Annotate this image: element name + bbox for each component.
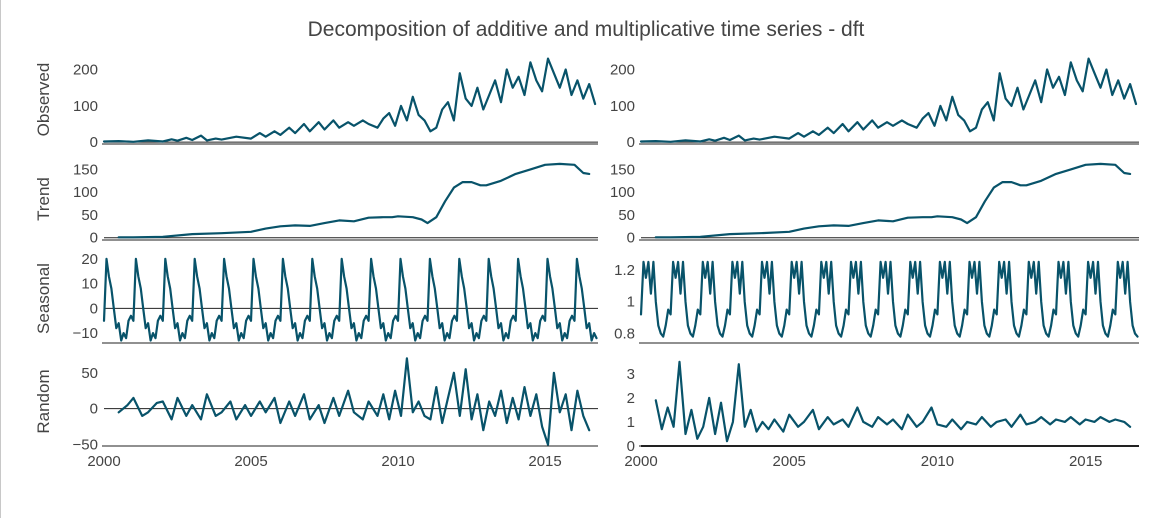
y-axis-label: Trend xyxy=(34,177,53,221)
y-tick-label: 1 xyxy=(627,414,635,431)
series-line-trend xyxy=(117,162,591,239)
y-tick-label: −10 xyxy=(73,325,98,342)
series-line-random xyxy=(654,360,1132,443)
y-tick-label: −50 xyxy=(73,437,98,454)
y-tick-label: 3 xyxy=(627,366,635,383)
series-line-trend xyxy=(654,162,1132,239)
y-axis-label: Seasonal xyxy=(34,263,53,334)
panel-additive-trend: 0 50 100 150 Trend xyxy=(34,161,598,247)
y-tick-label: 100 xyxy=(610,98,635,115)
panel-multiplicative-random: 0 1 2 3 2000 2005 2010 2015 xyxy=(624,360,1139,470)
chart-title: Decomposition of additive and multiplica… xyxy=(308,18,865,41)
x-tick-label: 2010 xyxy=(381,453,414,470)
y-tick-label: 0 xyxy=(90,401,98,418)
y-tick-label: 1.2 xyxy=(614,262,635,279)
x-tick-label: 2015 xyxy=(1069,453,1102,470)
panel-additive-observed: 0 100 200 Observed xyxy=(34,57,598,151)
y-tick-label: 150 xyxy=(73,161,98,178)
series-line-seasonal xyxy=(102,257,598,342)
y-tick-label: 0 xyxy=(627,134,635,151)
y-tick-label: 0 xyxy=(627,438,635,455)
y-tick-label: 20 xyxy=(81,251,98,268)
series-line-seasonal xyxy=(639,260,1139,338)
y-tick-label: 1 xyxy=(627,294,635,311)
y-tick-label: 200 xyxy=(610,62,635,79)
y-tick-label: 50 xyxy=(618,207,635,224)
y-tick-label: 0 xyxy=(90,230,98,247)
y-tick-label: 10 xyxy=(81,276,98,293)
x-tick-label: 2005 xyxy=(234,453,267,470)
series-line-observed xyxy=(102,57,597,143)
y-axis-label: Observed xyxy=(34,63,53,137)
x-tick-label: 2015 xyxy=(528,453,561,470)
panel-multiplicative-trend: 0 50 100 150 xyxy=(610,161,1139,247)
panel-additive-seasonal: −10 0 10 20 Seasonal xyxy=(34,251,598,344)
panel-additive-random: −50 0 50 Random 2000 2005 2010 2015 xyxy=(34,357,598,470)
y-tick-label: 100 xyxy=(73,184,98,201)
series-line-observed xyxy=(639,57,1138,143)
panel-multiplicative-seasonal: 0.8 1 1.2 xyxy=(614,260,1139,344)
y-tick-label: 0 xyxy=(90,300,98,317)
x-tick-label: 2010 xyxy=(921,453,954,470)
x-tick-label: 2000 xyxy=(624,453,657,470)
y-axis-label: Random xyxy=(34,369,53,433)
y-tick-label: 50 xyxy=(81,207,98,224)
y-tick-label: 100 xyxy=(73,98,98,115)
panel-multiplicative-observed: 0 100 200 xyxy=(610,57,1139,151)
y-tick-label: 2 xyxy=(627,390,635,407)
y-tick-label: 0.8 xyxy=(614,325,635,342)
plot-grid: 0100200Observed050100150Trend−1001020Sea… xyxy=(34,57,1139,470)
y-tick-label: 0 xyxy=(90,134,98,151)
y-tick-label: 50 xyxy=(81,365,98,382)
x-tick-label: 2005 xyxy=(773,453,806,470)
y-tick-label: 200 xyxy=(73,62,98,79)
x-tick-label: 2000 xyxy=(87,453,120,470)
y-tick-label: 100 xyxy=(610,184,635,201)
y-tick-label: 0 xyxy=(627,230,635,247)
series-line-random xyxy=(117,357,591,446)
y-tick-label: 150 xyxy=(610,161,635,178)
